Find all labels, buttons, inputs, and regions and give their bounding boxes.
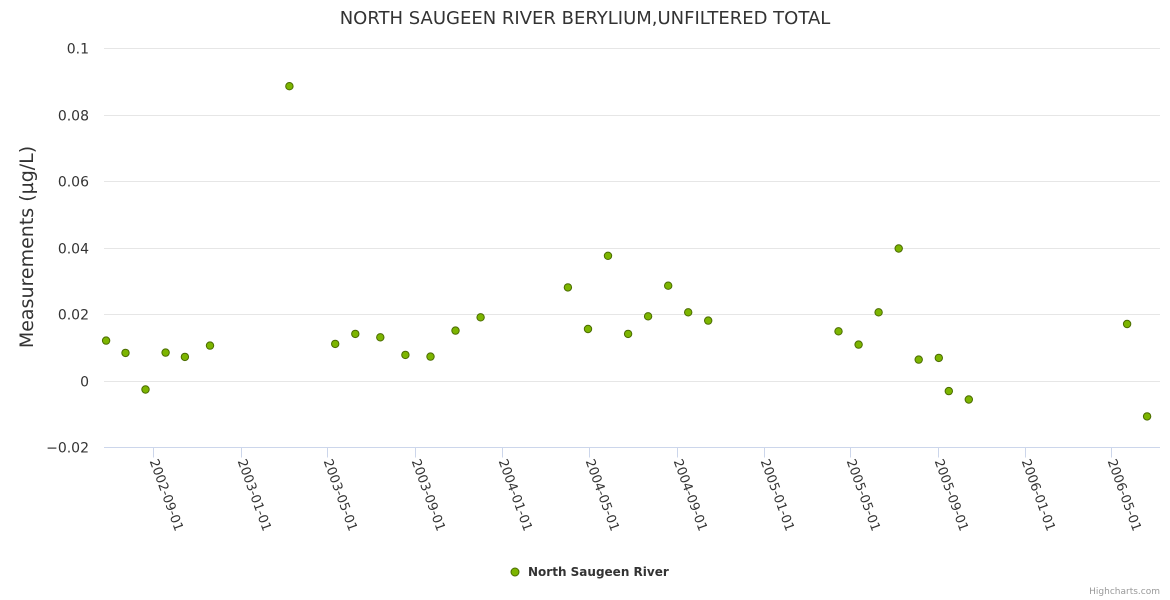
data-point[interactable] [834, 327, 843, 336]
data-point[interactable] [285, 82, 294, 91]
data-point[interactable] [583, 324, 593, 334]
data-point[interactable] [476, 313, 485, 322]
x-tick-label: 2004-09-01 [670, 457, 710, 533]
data-point[interactable] [854, 340, 863, 349]
data-points [101, 82, 1152, 421]
x-tick-label: 2003-05-01 [320, 457, 360, 533]
data-point[interactable] [603, 251, 613, 261]
x-tick-label: 2002-09-01 [146, 457, 186, 533]
y-tick-label: 0.08 [58, 109, 89, 125]
x-tick-label: 2004-01-01 [495, 457, 535, 533]
chart-title: NORTH SAUGEEN RIVER BERYLIUM,UNFILTERED … [340, 8, 831, 29]
data-point[interactable] [161, 348, 170, 357]
x-tick-label: 2005-05-01 [843, 457, 883, 533]
y-tick-label: 0.02 [58, 308, 89, 324]
x-tick-label: 2006-01-01 [1018, 457, 1058, 533]
data-point[interactable] [101, 336, 111, 345]
y-tick-label: 0 [80, 375, 89, 391]
data-point[interactable] [331, 339, 340, 349]
data-point[interactable] [141, 385, 150, 394]
gridlines [104, 48, 1160, 448]
x-tick-label: 2005-01-01 [757, 457, 797, 533]
data-point[interactable] [351, 329, 360, 339]
data-point[interactable] [704, 316, 713, 325]
data-point[interactable] [1142, 412, 1152, 421]
data-point[interactable] [914, 355, 923, 364]
data-point[interactable] [623, 329, 633, 339]
data-point[interactable] [121, 348, 130, 358]
y-tick-label: 0.06 [58, 175, 89, 191]
y-axis-ticks: 0.1 0.08 0.06 0.04 0.02 0 −0.02 [46, 42, 89, 457]
data-point[interactable] [451, 326, 460, 335]
x-tick-label: 2003-09-01 [408, 457, 448, 533]
x-tick-label: 2006-05-01 [1104, 457, 1144, 533]
data-point[interactable] [684, 308, 693, 317]
x-tick-label: 2004-05-01 [582, 457, 622, 533]
data-point[interactable] [944, 386, 953, 396]
data-point[interactable] [664, 281, 673, 290]
data-point[interactable] [643, 312, 653, 321]
data-point[interactable] [894, 244, 903, 253]
data-point[interactable] [1122, 319, 1132, 329]
legend-item-label[interactable]: North Saugeen River [528, 565, 669, 579]
y-tick-label: −0.02 [46, 441, 89, 457]
y-axis-label: Measurements (µg/L) [16, 146, 38, 348]
x-tick-label: 2003-01-01 [234, 457, 274, 533]
legend-marker-icon [510, 567, 520, 577]
legend[interactable]: North Saugeen River [510, 565, 669, 579]
data-point[interactable] [426, 352, 435, 361]
data-point[interactable] [874, 308, 883, 317]
data-point[interactable] [205, 341, 215, 350]
y-tick-label: 0.04 [58, 242, 89, 258]
data-point[interactable] [964, 395, 973, 404]
data-point[interactable] [401, 350, 410, 360]
y-tick-label: 0.1 [67, 42, 89, 58]
data-point[interactable] [376, 333, 385, 342]
data-point[interactable] [180, 352, 190, 362]
data-point[interactable] [563, 283, 573, 292]
x-axis-tick-marks [153, 447, 1112, 458]
x-tick-label: 2005-09-01 [931, 457, 971, 533]
x-axis-ticks: 2002-09-01 2003-01-01 2003-05-01 2003-09-01… [146, 457, 1144, 533]
credits-link[interactable]: Highcharts.com [1089, 587, 1160, 597]
data-point[interactable] [934, 353, 943, 363]
